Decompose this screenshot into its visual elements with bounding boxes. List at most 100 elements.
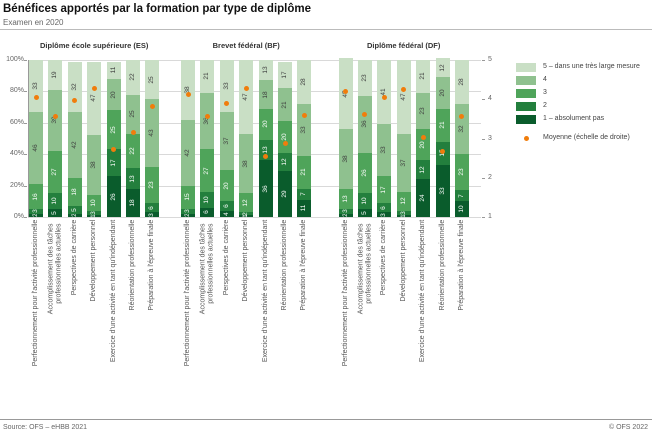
bar-segment: 1 [239, 214, 254, 218]
mean-dot [282, 140, 288, 146]
bar-segment: 33 [29, 60, 43, 112]
segment-value-label: 20 [438, 89, 446, 97]
bar-segment: 25 [145, 60, 160, 100]
bar-segment: 13 [258, 140, 273, 161]
bar-segment: 42 [67, 111, 82, 178]
gridline [28, 91, 481, 93]
legend-label: 4 [543, 76, 547, 83]
segment-value-label: 47 [399, 93, 407, 101]
bar-segment: 3 [181, 209, 195, 214]
bar-segment: 28 [297, 60, 312, 104]
bar-segment: 41 [377, 60, 392, 125]
segment-value-label: 36 [360, 120, 368, 128]
category-label: Développement personnel [242, 219, 250, 302]
category-label: Préparation à l'épreuve finale [148, 219, 156, 311]
segment-value-label: 29 [280, 190, 288, 198]
legend-label: 5 – dans une très large mesure [543, 63, 640, 70]
segment-value-label: 6 [148, 205, 156, 210]
bar-segment: 32 [454, 103, 469, 155]
segment-value-label: 16 [31, 192, 39, 201]
legend-swatch [516, 89, 536, 98]
bar-segment: 27 [200, 149, 215, 192]
bar-segment: 18 [126, 188, 140, 217]
segment-value-label: 23 [457, 168, 465, 176]
bar-segment: 28 [454, 60, 469, 104]
segment-value-label: 33 [222, 82, 230, 90]
segment-value-label: 23 [418, 107, 426, 115]
bar-segment: 10 [200, 191, 215, 208]
right-axis-tick [482, 177, 485, 179]
category-label: Accomplissement des tâches professionnel… [47, 223, 63, 315]
mean-dot [301, 113, 307, 119]
segment-value-label: 25 [109, 126, 117, 134]
footer-divider [0, 419, 652, 420]
left-axis-tick [24, 122, 27, 124]
left-axis-label: 20% [9, 181, 24, 189]
segment-value-label: 5 [360, 211, 368, 215]
gridline [28, 154, 481, 156]
legend-row: 5 – dans une très large mesure [516, 62, 650, 75]
bar-segment: 36 [357, 96, 372, 153]
legend-label: 2 [543, 102, 547, 109]
mean-dot-icon [524, 136, 529, 141]
bar-segment: 17 [278, 61, 292, 89]
segment-value-label: 19 [51, 71, 59, 79]
segment-value-label: 20 [280, 133, 288, 141]
segment-value-label: 37 [222, 137, 230, 145]
segment-value-label: 13 [261, 66, 269, 74]
bar-segment: 4 [219, 210, 234, 217]
page-subtitle: Examen en 2020 [3, 18, 64, 27]
left-axis-tick [24, 185, 27, 187]
header-divider [0, 29, 652, 30]
bar-segment: 27 [48, 151, 63, 194]
bar-segment: 1 [87, 214, 102, 218]
mean-dot [420, 135, 426, 141]
bar-segment: 33 [377, 124, 392, 177]
right-axis-tick [482, 60, 485, 61]
segment-value-label: 23 [360, 74, 368, 82]
legend-row: 1 – absolument pas [516, 114, 650, 127]
legend-label: Moyenne (échelle de droite) [543, 134, 630, 141]
bar-segment: 47 [396, 60, 411, 134]
segment-value-label: 28 [457, 78, 465, 86]
bar-segment: 26 [357, 152, 372, 194]
gridline [28, 60, 481, 61]
bar-segment: 18 [258, 80, 273, 109]
segment-value-label: 27 [51, 168, 59, 176]
segment-value-label: 21 [203, 72, 211, 81]
segment-value-label: 25 [148, 76, 156, 84]
bar-segment: 3 [145, 212, 160, 217]
segment-value-label: 6 [380, 205, 388, 210]
bar-segment: 36 [258, 160, 273, 217]
segment-value-label: 5 [70, 208, 78, 212]
bar-segment: 37 [396, 133, 411, 192]
bar-segment: 25 [106, 110, 121, 150]
right-axis-tick [482, 217, 485, 218]
category-label: Préparation à l'épreuve finale [458, 219, 466, 311]
bar-segment: 18 [67, 177, 82, 206]
segment-value-label: 22 [128, 147, 136, 155]
bar-segment: 10 [357, 193, 372, 210]
category-label: Perfectionnement pour l'activité profess… [341, 219, 349, 367]
segment-value-label: 12 [241, 199, 249, 207]
segment-value-label: 13 [261, 146, 269, 154]
segment-value-label: 26 [360, 169, 368, 177]
segment-value-label: 11 [300, 204, 308, 212]
bar-segment: 21 [278, 88, 292, 122]
bar-segment: 13 [338, 188, 353, 210]
category-label: Perfectionnement pour l'activité profess… [32, 219, 40, 367]
category-label: Perspectives de carrière [71, 219, 79, 296]
bar-segment: 21 [297, 155, 312, 189]
segment-value-label: 6 [203, 210, 211, 215]
segment-value-label: 32 [70, 83, 78, 91]
bar-segment: 12 [396, 191, 411, 211]
left-axis-label: 60% [9, 118, 24, 126]
bar-segment: 20 [219, 169, 234, 202]
segment-value-label: 18 [261, 90, 269, 99]
segment-value-label: 20 [418, 141, 426, 149]
segment-value-label: 36 [261, 185, 269, 193]
mean-dot [72, 97, 78, 103]
bar-segment: 12 [239, 193, 254, 213]
segment-value-label: 22 [128, 73, 136, 81]
